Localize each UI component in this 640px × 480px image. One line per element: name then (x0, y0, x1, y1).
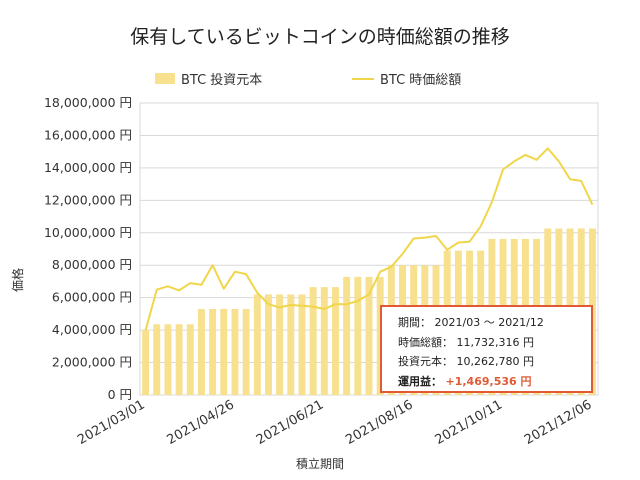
principal-bar (343, 276, 351, 395)
summary-profit-value: +1,469,536 円 (445, 374, 532, 388)
principal-bar (231, 309, 239, 395)
legend-label-market: BTC 時価総額 (380, 73, 461, 88)
y-axis-title: 価格 (10, 268, 25, 292)
y-tick-label: 10,000,000 円 (44, 225, 132, 240)
principal-bar (153, 324, 161, 395)
y-tick-label: 4,000,000 円 (52, 322, 132, 337)
y-tick-label: 6,000,000 円 (52, 290, 132, 305)
y-tick-label: 8,000,000 円 (52, 257, 132, 272)
x-axis-title: 積立期間 (296, 456, 344, 471)
principal-bar (320, 287, 328, 395)
summary-principal-row: 投資元本： 10,262,780 円 (398, 352, 581, 372)
principal-bar (309, 287, 317, 395)
principal-bar (197, 309, 205, 395)
x-tick-label: 2021/03/01 (75, 397, 147, 447)
principal-bar (186, 324, 194, 395)
x-tick-label: 2021/04/26 (165, 397, 237, 447)
principal-bar (242, 309, 250, 395)
principal-bar (298, 294, 306, 395)
x-tick-label: 2021/08/16 (343, 397, 415, 447)
chart-title: 保有しているビットコインの時価総額の推移 (130, 26, 510, 48)
x-tick-label: 2021/12/06 (522, 397, 594, 447)
summary-box: 期間： 2021/03 ～ 2021/12 時価総額： 11,732,316 円… (380, 305, 593, 393)
principal-bar (276, 294, 284, 395)
market-value-line (144, 147, 594, 331)
principal-bar (265, 294, 272, 395)
principal-bar (220, 309, 228, 395)
summary-principal-value: 10,262,780 円 (456, 355, 534, 368)
summary-period-value: 2021/03 ～ 2021/12 (434, 316, 544, 329)
x-tick-label: 2021/06/21 (254, 397, 326, 447)
y-tick-label: 0 円 (108, 387, 132, 402)
y-tick-label: 16,000,000 円 (44, 127, 132, 142)
summary-profit-row: 運用益： +1,469,536 円 (398, 372, 581, 392)
y-tick-label: 14,000,000 円 (44, 160, 132, 175)
x-tick-label: 2021/10/11 (433, 397, 505, 447)
principal-bar (365, 276, 373, 395)
principal-bar (209, 309, 217, 395)
summary-period-label: 期間： (398, 316, 431, 329)
summary-profit-label: 運用益： (398, 374, 442, 388)
summary-market-label: 時価総額： (398, 335, 453, 349)
y-tick-label: 18,000,000 円 (44, 95, 132, 110)
summary-period-row: 期間： 2021/03 ～ 2021/12 (398, 313, 581, 333)
summary-market-value: 11,732,316 円 (456, 335, 534, 349)
y-tick-label: 12,000,000 円 (44, 192, 132, 207)
principal-bar (164, 324, 172, 395)
principal-bar (354, 276, 362, 395)
principal-bar (332, 287, 339, 395)
principal-bar (142, 330, 150, 395)
summary-market-row: 時価総額： 11,732,316 円 (398, 333, 581, 353)
y-tick-label: 2,000,000 円 (52, 355, 132, 370)
principal-bar (253, 294, 261, 395)
legend-swatch-principal (155, 73, 175, 84)
principal-bar (287, 294, 295, 395)
principal-bar (175, 324, 183, 395)
summary-principal-label: 投資元本： (398, 355, 453, 368)
legend-label-principal: BTC 投資元本 (181, 72, 262, 88)
